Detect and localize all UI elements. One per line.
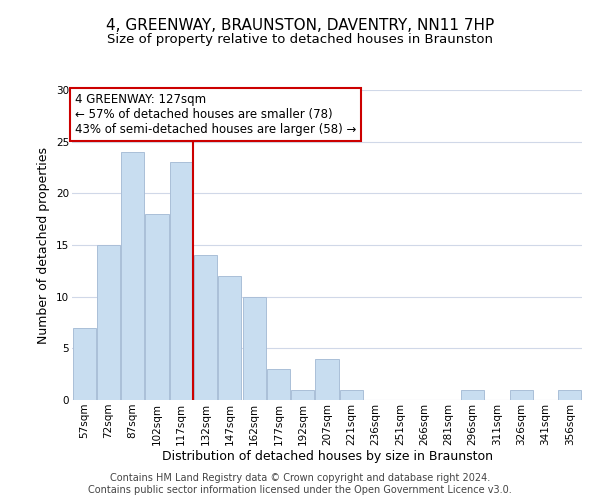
Text: Contains HM Land Registry data © Crown copyright and database right 2024.
Contai: Contains HM Land Registry data © Crown c…: [88, 474, 512, 495]
Bar: [218, 276, 241, 400]
Bar: [267, 369, 290, 400]
Bar: [73, 328, 95, 400]
Bar: [510, 390, 533, 400]
Bar: [97, 245, 120, 400]
Bar: [145, 214, 169, 400]
Bar: [291, 390, 314, 400]
Text: Size of property relative to detached houses in Braunston: Size of property relative to detached ho…: [107, 32, 493, 46]
X-axis label: Distribution of detached houses by size in Braunston: Distribution of detached houses by size …: [161, 450, 493, 464]
Bar: [316, 358, 338, 400]
Bar: [121, 152, 144, 400]
Bar: [242, 296, 266, 400]
Bar: [461, 390, 484, 400]
Text: 4, GREENWAY, BRAUNSTON, DAVENTRY, NN11 7HP: 4, GREENWAY, BRAUNSTON, DAVENTRY, NN11 7…: [106, 18, 494, 32]
Bar: [194, 256, 217, 400]
Bar: [340, 390, 363, 400]
Bar: [170, 162, 193, 400]
Y-axis label: Number of detached properties: Number of detached properties: [37, 146, 50, 344]
Bar: [559, 390, 581, 400]
Text: 4 GREENWAY: 127sqm
← 57% of detached houses are smaller (78)
43% of semi-detache: 4 GREENWAY: 127sqm ← 57% of detached hou…: [74, 93, 356, 136]
